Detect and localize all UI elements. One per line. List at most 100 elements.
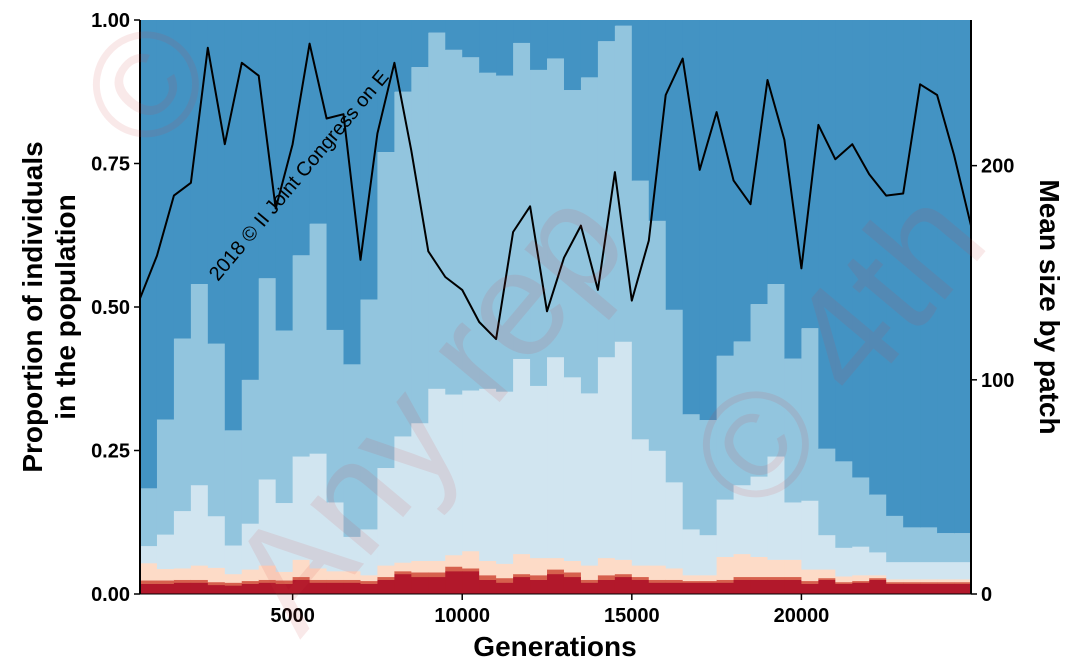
area-segment-class-4 <box>563 377 582 562</box>
area-segment-class-3 <box>258 565 277 580</box>
area-segment-class-3 <box>614 559 633 575</box>
area-segment-class-2 <box>631 576 650 580</box>
area-segment-class-1 <box>818 579 836 594</box>
area-segment-class-6 <box>835 20 853 462</box>
area-segment-class-2 <box>513 573 531 578</box>
area-segment-class-4 <box>733 484 752 555</box>
area-segment-class-4 <box>258 479 277 566</box>
area-segment-class-6 <box>903 20 921 528</box>
area-segment-class-4 <box>682 529 701 576</box>
area-segment-class-6 <box>801 20 819 329</box>
area-segment-class-4 <box>699 534 718 576</box>
area-segment-class-1 <box>665 582 684 594</box>
area-segment-class-4 <box>716 499 735 557</box>
area-segment-class-3 <box>750 556 769 578</box>
area-segment-class-6 <box>140 20 158 489</box>
area-segment-class-4 <box>428 388 446 562</box>
area-segment-class-1 <box>140 583 158 594</box>
area-segment-class-3 <box>140 563 158 581</box>
area-segment-class-1 <box>716 582 735 594</box>
area-segment-class-5 <box>394 91 412 437</box>
area-segment-class-3 <box>903 579 921 583</box>
area-segment-class-3 <box>530 557 548 576</box>
area-segment-class-2 <box>190 579 209 583</box>
area-segment-class-6 <box>462 20 480 58</box>
area-segment-class-3 <box>428 560 446 573</box>
area-segment-class-6 <box>394 20 412 92</box>
x-tick-label: 15000 <box>604 605 660 627</box>
area-segment-class-3 <box>699 575 718 582</box>
area-segment-class-4 <box>597 356 616 559</box>
area-segment-class-3 <box>207 567 226 583</box>
area-segment-class-5 <box>156 419 175 535</box>
area-segment-class-4 <box>326 502 345 572</box>
area-segment-class-2 <box>292 576 311 580</box>
stacked-area-bars <box>140 20 971 594</box>
area-segment-class-1 <box>547 573 565 594</box>
area-segment-class-5 <box>547 58 565 358</box>
area-segment-class-3 <box>852 575 870 582</box>
area-segment-class-5 <box>852 477 870 547</box>
area-segment-class-6 <box>428 20 446 33</box>
area-segment-class-5 <box>411 67 429 424</box>
area-segment-class-5 <box>462 57 480 391</box>
area-segment-class-1 <box>835 583 853 594</box>
area-segment-class-5 <box>733 341 752 486</box>
area-segment-class-3 <box>716 556 735 580</box>
area-segment-class-3 <box>733 553 752 578</box>
y2-axis-title: Mean size by patch <box>1034 179 1065 434</box>
area-segment-class-1 <box>462 571 480 594</box>
mean-size-line <box>140 42 971 341</box>
area-segment-class-3 <box>886 579 904 583</box>
area-segment-class-4 <box>496 391 514 564</box>
area-segment-class-2 <box>224 582 243 586</box>
area-segment-class-4 <box>411 422 429 562</box>
area-segment-class-2 <box>275 580 294 584</box>
area-segment-class-6 <box>682 20 701 415</box>
area-segment-class-2 <box>665 579 684 583</box>
area-segment-class-6 <box>614 20 633 26</box>
area-segment-class-5 <box>869 494 887 553</box>
area-segment-class-2 <box>733 576 752 580</box>
area-segment-class-5 <box>479 72 497 389</box>
area-segment-class-3 <box>767 559 786 578</box>
area-segment-class-1 <box>682 582 701 594</box>
area-segment-class-1 <box>852 582 870 594</box>
area-segment-class-6 <box>937 20 955 534</box>
area-segment-class-1 <box>631 579 650 594</box>
area-segment-class-2 <box>173 579 192 583</box>
area-segment-class-1 <box>648 582 667 594</box>
area-segment-class-2 <box>563 572 582 578</box>
area-segment-class-1 <box>767 579 786 594</box>
y-axis-ticks: 0.00 0.25 0.50 0.75 1.00 <box>91 10 140 606</box>
area-segment-class-6 <box>530 20 548 70</box>
area-segment-class-3 <box>954 579 971 583</box>
area-segment-class-3 <box>224 573 243 583</box>
area-segment-class-2 <box>750 576 769 580</box>
area-segment-class-4 <box>750 476 769 557</box>
area-segment-class-4 <box>665 482 684 569</box>
area-segment-class-1 <box>224 585 243 594</box>
area-segment-class-5 <box>224 430 243 546</box>
area-segment-class-6 <box>241 20 260 380</box>
area-segment-class-6 <box>563 20 582 91</box>
area-segment-class-5 <box>445 49 463 395</box>
y-tick-label: 0.75 <box>91 154 130 176</box>
area-segment-class-2 <box>140 580 158 584</box>
area-segment-class-3 <box>665 568 684 580</box>
area-segment-class-4 <box>530 385 548 559</box>
area-segment-class-1 <box>699 582 718 594</box>
area-segment-class-3 <box>462 550 480 569</box>
area-segment-class-5 <box>784 358 803 503</box>
area-segment-class-1 <box>580 582 599 594</box>
area-segment-class-2 <box>614 573 633 578</box>
area-segment-class-1 <box>937 583 955 594</box>
area-segment-class-4 <box>886 561 904 580</box>
area-segment-class-4 <box>580 393 599 566</box>
area-segment-class-2 <box>258 579 277 583</box>
area-segment-class-4 <box>394 436 412 563</box>
area-segment-class-2 <box>394 571 412 575</box>
area-segment-class-3 <box>937 579 955 583</box>
area-segment-class-3 <box>648 565 667 580</box>
x-tick-label: 5000 <box>270 605 315 627</box>
